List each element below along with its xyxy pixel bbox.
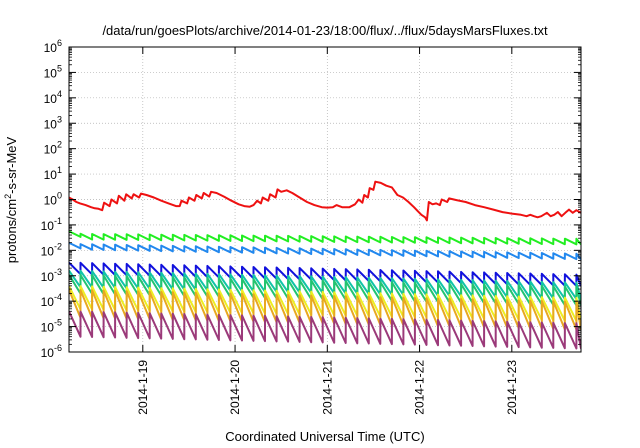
y-tick-label: 10-3 bbox=[41, 267, 62, 284]
y-label-part-1: protons/cm bbox=[4, 199, 19, 263]
x-tick-label: 2014-1-23 bbox=[505, 360, 519, 415]
x-tick-label: 2014-1-19 bbox=[136, 360, 150, 415]
series-line-4 bbox=[69, 261, 581, 287]
y-label-superscript: 2 bbox=[3, 194, 13, 199]
y-tick-label: 10-6 bbox=[41, 343, 62, 360]
series-group bbox=[69, 180, 581, 350]
series-line-5 bbox=[69, 269, 581, 300]
x-ticks: 2014-1-19 2014-1-20 2014-1-21 2014-1-22 2014… bbox=[136, 47, 519, 415]
y-tick-label: 103 bbox=[44, 114, 62, 131]
y-tick-label: 10-1 bbox=[41, 216, 62, 233]
y-tick-label: 10-4 bbox=[41, 292, 62, 309]
y-tick-label: 10-5 bbox=[41, 318, 62, 335]
y-tick-label: 104 bbox=[44, 89, 62, 106]
y-tick-label: 10-2 bbox=[41, 241, 62, 258]
series-line-2 bbox=[69, 230, 581, 246]
y-tick-label: 102 bbox=[44, 140, 62, 157]
y-ticks: 10-6 10-5 10-4 10-3 10-2 10-1 100 101 102 103 104 1… bbox=[41, 38, 581, 360]
chart-title: /data/run/goesPlots/archive/2014-01-23/1… bbox=[102, 23, 548, 38]
y-label-part-2: -s-sr-MeV bbox=[4, 136, 19, 193]
series-line-6 bbox=[69, 274, 581, 307]
x-axis-label: Coordinated Universal Time (UTC) bbox=[225, 429, 424, 444]
series-line-7 bbox=[69, 285, 581, 322]
y-tick-label: 100 bbox=[44, 191, 62, 208]
y-tick-label: 106 bbox=[44, 38, 62, 55]
y-tick-label: 101 bbox=[44, 165, 62, 182]
x-tick-label: 2014-1-22 bbox=[413, 360, 427, 415]
series-line-8 bbox=[69, 289, 581, 331]
series-line-9 bbox=[69, 310, 581, 350]
y-tick-label: 105 bbox=[44, 63, 62, 80]
y-axis-label: protons/cm2-s-sr-MeV bbox=[3, 136, 19, 263]
series-line-1 bbox=[69, 180, 581, 222]
series-line-3 bbox=[69, 241, 581, 261]
x-tick-label: 2014-1-21 bbox=[320, 360, 334, 415]
grid bbox=[69, 47, 581, 352]
x-tick-label: 2014-1-20 bbox=[228, 360, 242, 415]
